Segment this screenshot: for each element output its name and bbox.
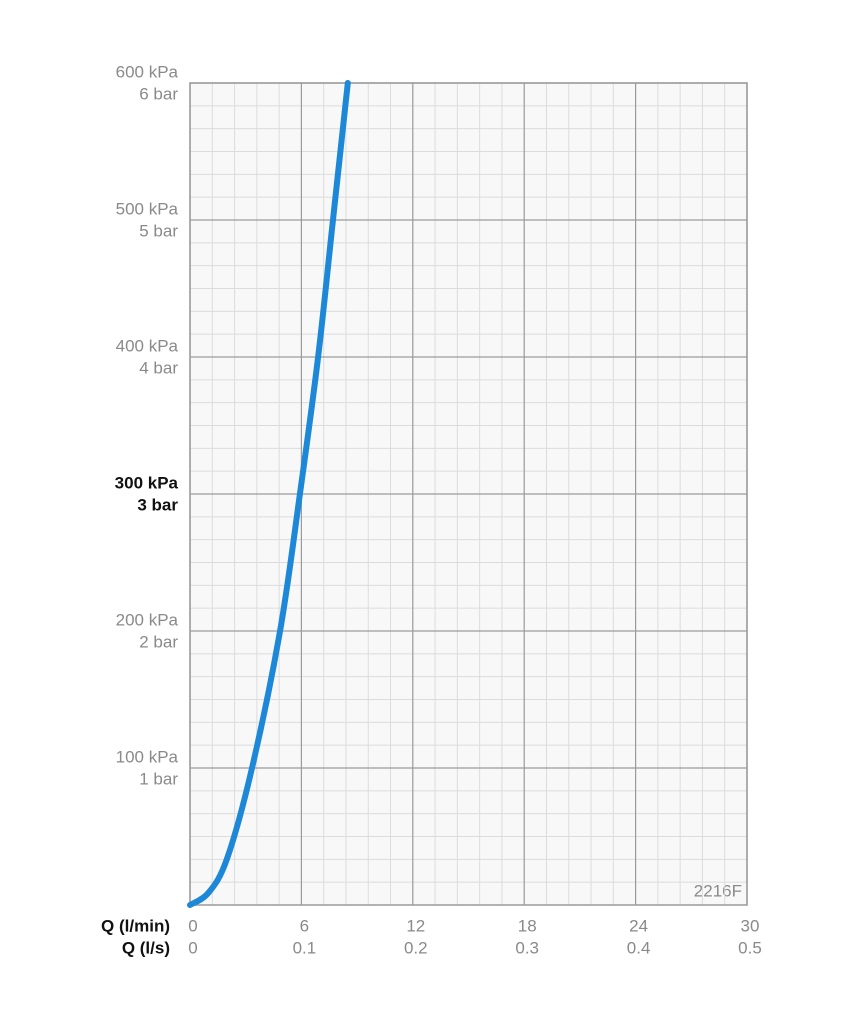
y-tick-label: 200 kPa (116, 610, 179, 629)
y-tick-label: 400 kPa (116, 336, 179, 355)
y2-tick-label: 5 bar (139, 221, 178, 240)
x-tick-label: 0 (188, 916, 197, 935)
x-tick-label: 6 (300, 916, 309, 935)
x2-tick-label: 0 (188, 938, 197, 957)
x-tick-label: 24 (629, 916, 648, 935)
x2-tick-label: 0.5 (738, 938, 762, 957)
y2-tick-label: 1 bar (139, 769, 178, 788)
x2-tick-label: 0.3 (515, 938, 539, 957)
curve (187, 80, 351, 908)
x2-tick-label: 0.1 (293, 938, 317, 957)
y-tick-label: 500 kPa (116, 199, 179, 218)
x2-tick-label: 0.4 (627, 938, 651, 957)
y2-tick-label: 3 bar (137, 495, 178, 514)
x2-axis-label: Q (l/s) (122, 938, 170, 957)
y-tick-label: 600 kPa (116, 62, 179, 81)
y2-tick-label: 6 bar (139, 84, 178, 103)
x2-tick-label: 0.2 (404, 938, 428, 957)
annotation: 2216F (694, 881, 742, 900)
x-tick-label: 12 (406, 916, 425, 935)
y-tick-label: 100 kPa (116, 747, 179, 766)
x-tick-label: 18 (518, 916, 537, 935)
x-axis-label: Q (l/min) (101, 916, 170, 935)
x-tick-label: 30 (741, 916, 760, 935)
y2-tick-label: 4 bar (139, 358, 178, 377)
y-tick-label: 300 kPa (115, 473, 179, 492)
y2-tick-label: 2 bar (139, 632, 178, 651)
